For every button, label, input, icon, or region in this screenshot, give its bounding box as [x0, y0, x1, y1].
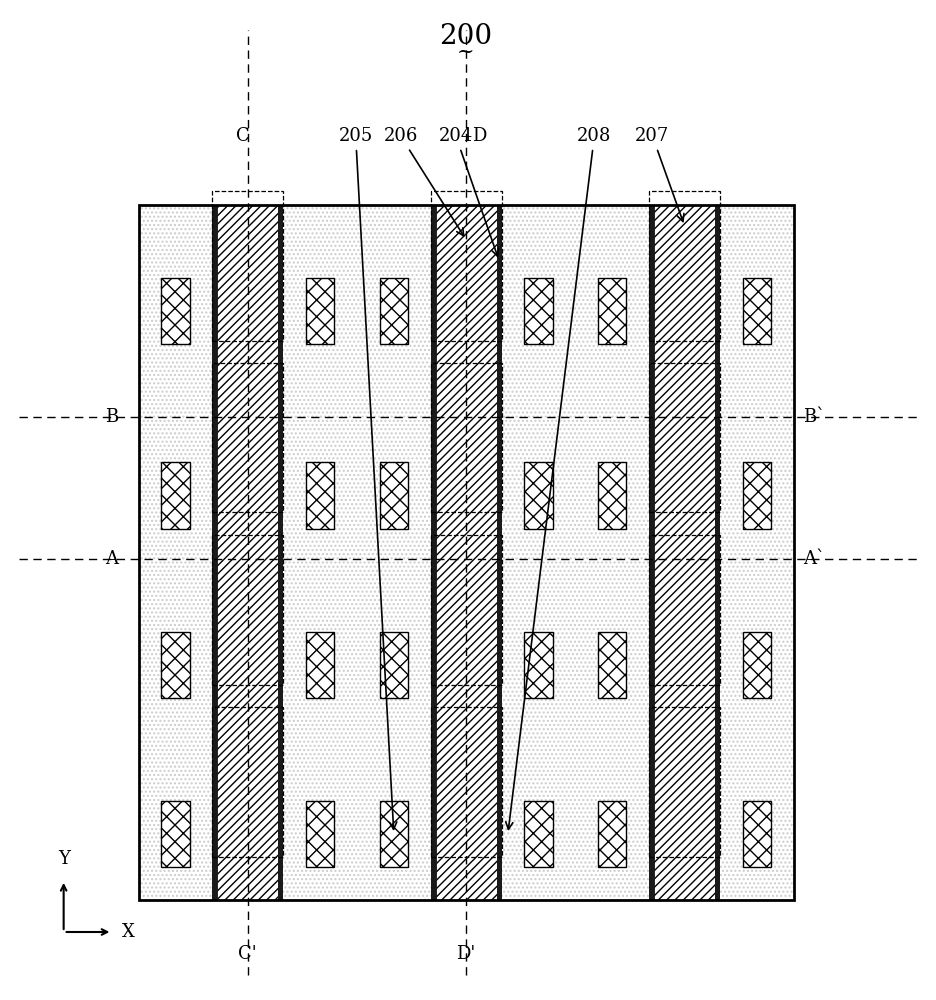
Bar	[431, 205, 435, 900]
Bar	[212, 535, 283, 685]
Text: C: C	[236, 127, 250, 145]
Bar	[139, 205, 794, 900]
Bar	[212, 191, 283, 341]
Bar	[650, 707, 720, 857]
Bar	[431, 707, 502, 857]
Bar	[217, 205, 278, 900]
Text: B`: B`	[803, 408, 826, 426]
Bar	[306, 632, 334, 698]
Bar	[742, 462, 771, 529]
Text: 207: 207	[636, 127, 684, 221]
Bar	[650, 191, 720, 341]
Text: B: B	[105, 408, 118, 426]
Text: A: A	[105, 550, 118, 568]
Bar	[431, 363, 502, 512]
Bar	[598, 801, 626, 867]
Bar	[524, 278, 552, 344]
Text: ~: ~	[457, 42, 474, 62]
Text: Y: Y	[58, 850, 69, 868]
Text: 205: 205	[339, 127, 397, 829]
Bar	[306, 278, 334, 344]
Bar	[380, 462, 408, 529]
Bar	[139, 205, 794, 900]
Bar	[650, 363, 720, 512]
Bar	[161, 462, 190, 529]
Bar	[435, 205, 497, 900]
Bar	[524, 801, 552, 867]
Text: 200: 200	[439, 23, 491, 50]
Text: A`: A`	[803, 550, 826, 568]
Bar	[742, 278, 771, 344]
Bar	[598, 462, 626, 529]
Text: D: D	[472, 127, 486, 145]
Text: 206: 206	[384, 127, 463, 236]
Bar	[380, 278, 408, 344]
Bar	[212, 707, 283, 857]
Bar	[650, 535, 720, 685]
Bar	[161, 632, 190, 698]
Bar	[161, 801, 190, 867]
Bar	[742, 801, 771, 867]
Bar	[306, 801, 334, 867]
Bar	[139, 205, 794, 900]
Text: C': C'	[239, 945, 257, 963]
Bar	[598, 278, 626, 344]
Bar	[715, 205, 720, 900]
Bar	[380, 632, 408, 698]
Bar	[278, 205, 283, 900]
Text: 208: 208	[505, 127, 611, 829]
Bar	[161, 278, 190, 344]
Text: X: X	[122, 923, 135, 941]
Bar	[598, 632, 626, 698]
Bar	[212, 363, 283, 512]
Bar	[654, 205, 715, 900]
Bar	[650, 205, 654, 900]
Bar	[306, 462, 334, 529]
Text: 204: 204	[439, 127, 499, 256]
Bar	[742, 632, 771, 698]
Bar	[212, 205, 217, 900]
Bar	[431, 535, 502, 685]
Bar	[497, 205, 502, 900]
Bar	[431, 191, 502, 341]
Bar	[524, 462, 552, 529]
Bar	[524, 632, 552, 698]
Text: D': D'	[457, 945, 475, 963]
Bar	[380, 801, 408, 867]
